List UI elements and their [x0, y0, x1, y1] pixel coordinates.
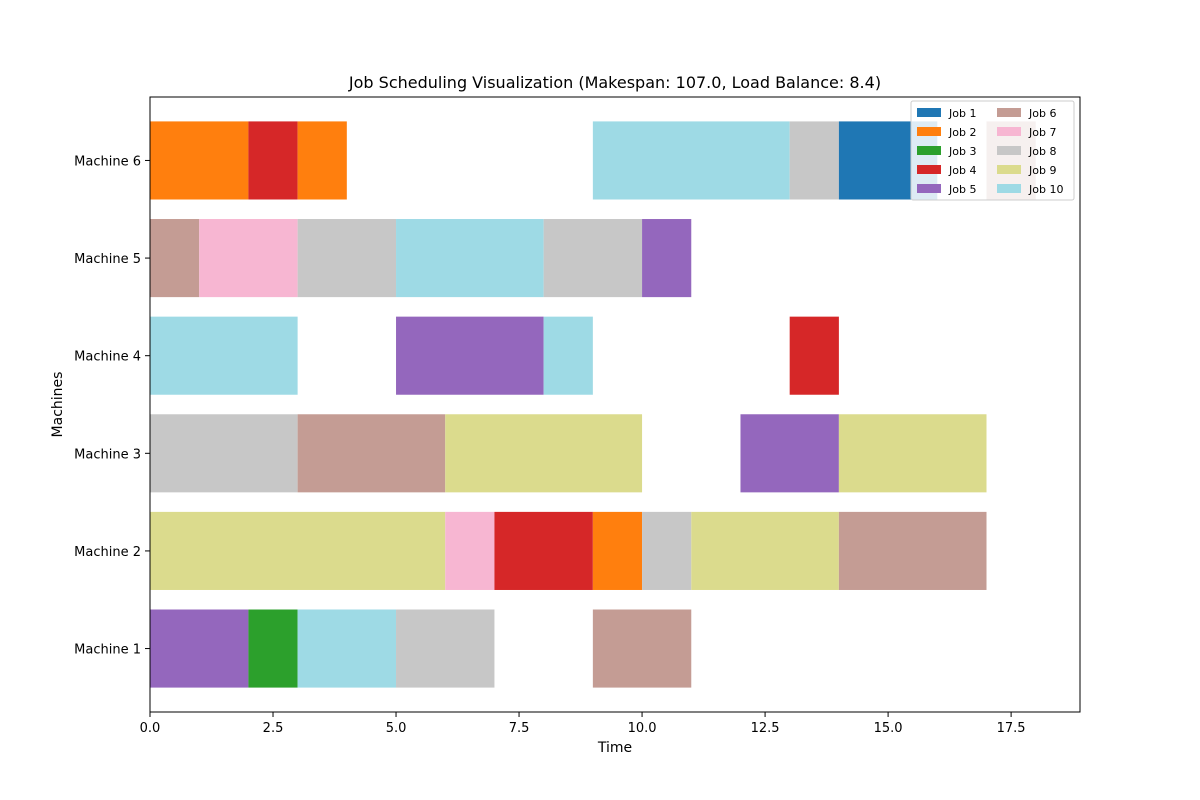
legend-item: Job 3 — [917, 145, 976, 158]
task-bar-job-10 — [150, 316, 298, 395]
legend-swatch — [917, 165, 941, 174]
task-bar-job-10 — [592, 121, 790, 200]
legend-swatch — [997, 165, 1021, 174]
x-tick-label: 17.5 — [997, 721, 1026, 736]
x-tick-label: 7.5 — [509, 721, 530, 736]
legend-item: Job 2 — [917, 126, 976, 139]
y-tick-label: Machine 1 — [74, 643, 141, 658]
chart-title: Job Scheduling Visualization (Makespan: … — [348, 73, 881, 92]
legend-item: Job 9 — [997, 164, 1056, 177]
legend-swatch — [917, 184, 941, 193]
task-bar-job-3 — [248, 609, 298, 688]
x-axis-ticks: 0.0 2.5 5.0 7.5 10.0 12.5 15.0 17.5 — [140, 712, 1026, 736]
x-tick-label: 2.5 — [263, 721, 284, 736]
legend-item: Job 4 — [917, 164, 976, 177]
legend-label: Job 3 — [948, 145, 976, 158]
legend: Job 1 Job 2 Job 3 Job 4 Job 5 Job 6 Job 7 Job 8… — [910, 100, 1075, 201]
task-bar-job-9 — [838, 414, 987, 493]
task-bar-job-4 — [789, 316, 839, 395]
plot-frame — [149, 96, 1081, 713]
task-bar-job-9 — [445, 414, 643, 493]
task-bar-job-4 — [494, 511, 593, 590]
task-bar-job-8 — [642, 511, 692, 590]
legend-label: Job 8 — [1028, 145, 1056, 158]
legend-label: Job 6 — [1028, 107, 1056, 120]
legend-swatch — [997, 146, 1021, 155]
task-bar-job-8 — [543, 219, 643, 298]
y-tick-label: Machine 5 — [74, 252, 141, 267]
x-tick-label: 5.0 — [386, 721, 407, 736]
x-tick-label: 12.5 — [751, 721, 780, 736]
task-bar-job-9 — [150, 511, 446, 590]
task-bar-job-2 — [592, 511, 643, 590]
task-bar-job-10 — [543, 316, 593, 395]
x-axis-label: Time — [597, 740, 632, 756]
task-bar-job-6 — [838, 511, 987, 590]
legend-label: Job 9 — [1028, 164, 1056, 177]
legend-item: Job 1 — [917, 107, 976, 120]
x-tick-label: 10.0 — [628, 721, 657, 736]
task-bar-job-6 — [150, 219, 200, 298]
task-bar-job-5 — [642, 219, 692, 298]
task-bar-job-7 — [199, 219, 298, 298]
legend-swatch — [917, 127, 941, 136]
task-bar-job-6 — [297, 414, 446, 493]
legend-item: Job 10 — [997, 183, 1063, 196]
task-bar-job-5 — [150, 609, 249, 688]
bars-layer — [150, 121, 1036, 688]
y-tick-label: Machine 2 — [74, 545, 141, 560]
y-axis-ticks: Machine 1 Machine 2 Machine 3 Machine 4 Mach… — [74, 154, 150, 658]
legend-box — [910, 100, 1075, 201]
task-bar-job-6 — [592, 609, 692, 688]
legend-label: Job 7 — [1028, 126, 1056, 139]
legend-item: Job 5 — [917, 183, 976, 196]
task-bar-job-7 — [445, 511, 495, 590]
legend-swatch — [917, 146, 941, 155]
legend-label: Job 1 — [948, 107, 976, 120]
task-bar-job-2 — [150, 121, 249, 200]
task-bar-job-5 — [740, 414, 839, 493]
legend-item: Job 7 — [997, 126, 1056, 139]
legend-label: Job 5 — [948, 183, 976, 196]
legend-swatch — [917, 108, 941, 117]
y-tick-label: Machine 6 — [74, 154, 141, 169]
legend-label: Job 10 — [1028, 183, 1063, 196]
y-axis-label: Machines — [50, 372, 66, 438]
legend-swatch — [997, 184, 1021, 193]
task-bar-job-8 — [789, 121, 839, 200]
task-bar-job-8 — [297, 219, 397, 298]
legend-swatch — [997, 108, 1021, 117]
y-tick-label: Machine 3 — [74, 447, 141, 462]
task-bar-job-10 — [297, 609, 397, 688]
task-bar-job-8 — [396, 609, 495, 688]
task-bar-job-8 — [150, 414, 298, 493]
legend-label: Job 2 — [948, 126, 976, 139]
legend-item: Job 8 — [997, 145, 1056, 158]
x-tick-label: 15.0 — [874, 721, 903, 736]
task-bar-job-2 — [297, 121, 347, 200]
task-bar-job-4 — [248, 121, 298, 200]
task-bar-job-9 — [691, 511, 839, 590]
task-bar-job-10 — [396, 219, 544, 298]
x-tick-label: 0.0 — [140, 721, 161, 736]
legend-swatch — [997, 127, 1021, 136]
y-tick-label: Machine 4 — [74, 350, 141, 365]
task-bar-job-5 — [396, 316, 544, 395]
legend-item: Job 6 — [997, 107, 1056, 120]
legend-label: Job 4 — [948, 164, 976, 177]
